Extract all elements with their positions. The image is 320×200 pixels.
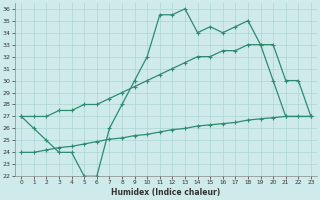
X-axis label: Humidex (Indice chaleur): Humidex (Indice chaleur) bbox=[111, 188, 221, 197]
